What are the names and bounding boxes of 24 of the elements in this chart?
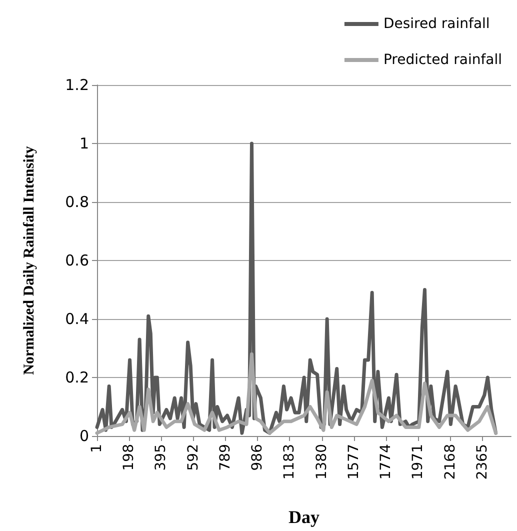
x-tick-label: 2168 xyxy=(442,444,458,480)
x-tick-label: 1183 xyxy=(282,444,298,480)
y-tick-label: 0.4 xyxy=(65,310,89,328)
y-tick-label: 1.2 xyxy=(65,76,89,94)
x-tick-label: 986 xyxy=(250,444,266,471)
x-tick-label: 592 xyxy=(185,444,202,471)
x-tick-label: 2365 xyxy=(474,444,490,480)
x-axis-title: Day xyxy=(288,507,320,527)
y-tick-label: 0.6 xyxy=(65,252,89,270)
x-tick-label: 198 xyxy=(121,444,138,471)
y-tick-label: 0.8 xyxy=(65,193,89,211)
x-tick-label: 1774 xyxy=(378,444,394,480)
y-tick-label: 1 xyxy=(79,134,89,152)
x-tick-label: 1971 xyxy=(410,444,426,480)
x-tick-label: 395 xyxy=(153,444,170,471)
y-tick-label: 0.2 xyxy=(65,368,89,386)
x-tick-label: 1380 xyxy=(314,444,330,480)
x-tick-label: 789 xyxy=(217,444,234,471)
x-tick-label: 1577 xyxy=(346,444,362,480)
legend-label: Desired rainfall xyxy=(383,16,490,32)
y-tick-label: 0 xyxy=(79,427,89,445)
y-axis-title: Normalized Daily Rainfall Intensity xyxy=(22,146,38,375)
legend-label: Predicted rainfall xyxy=(383,52,502,68)
x-tick-label: 1 xyxy=(89,444,105,453)
